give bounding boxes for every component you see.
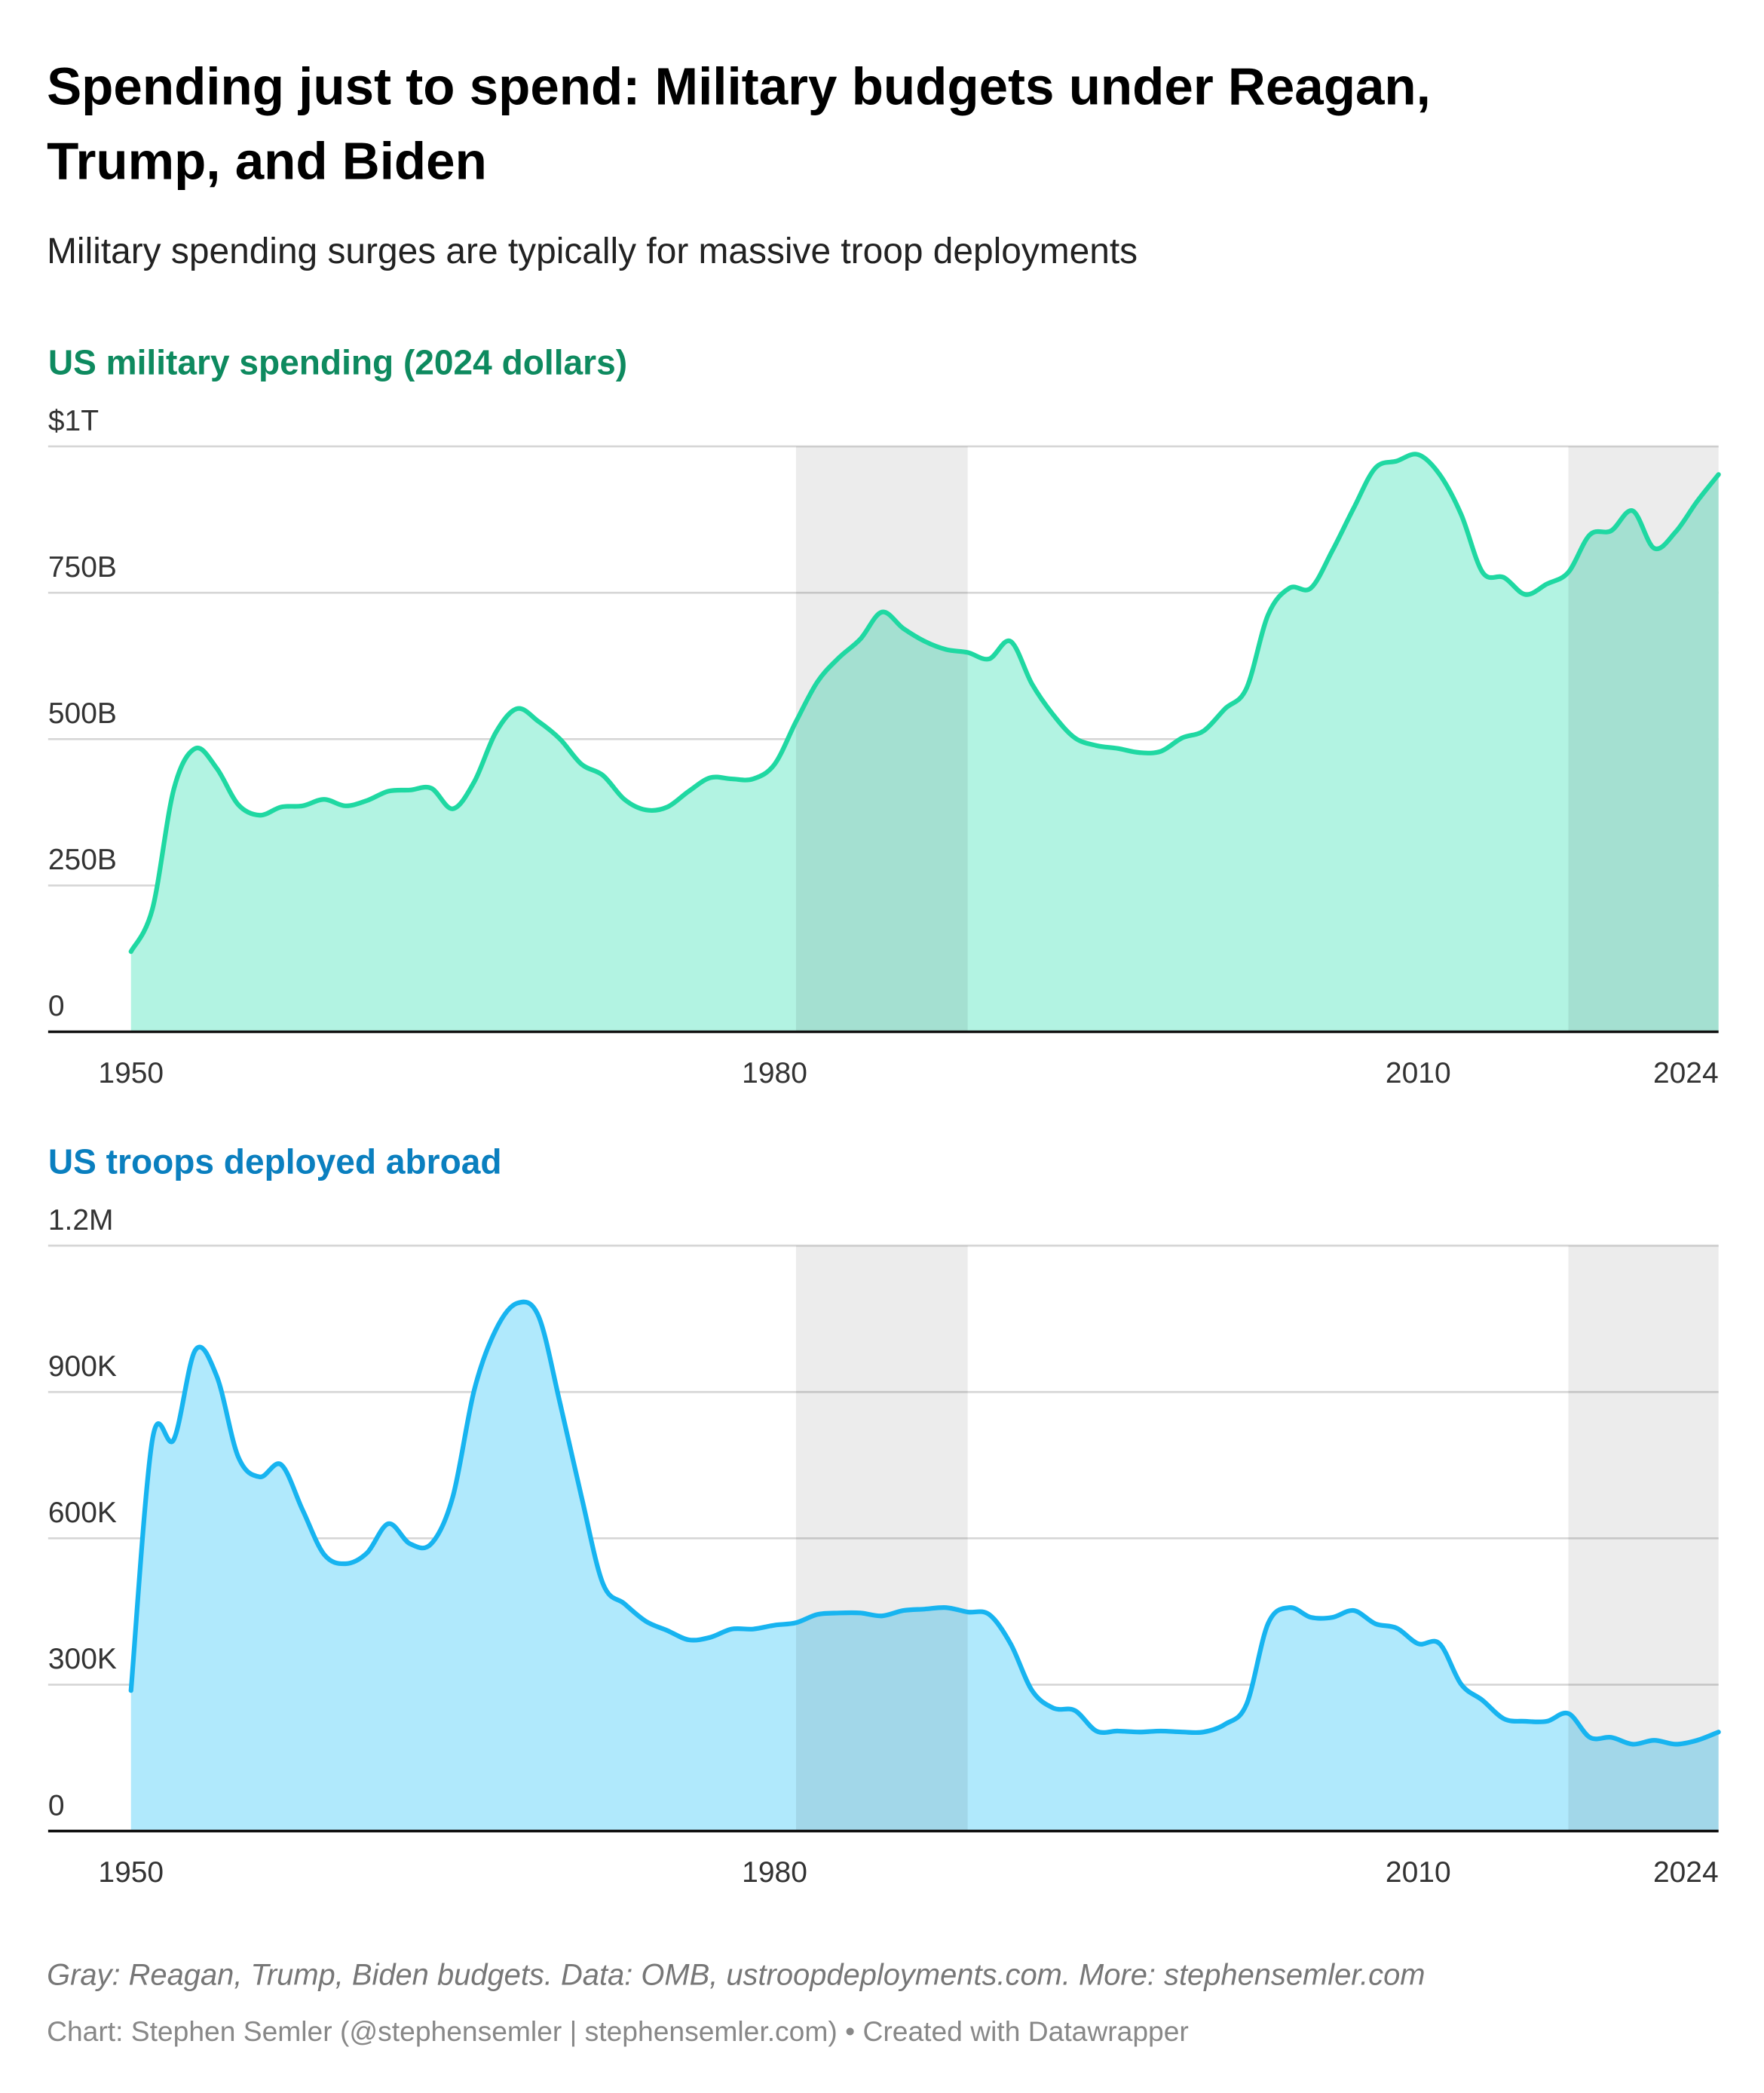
shaded-band bbox=[795, 1246, 968, 1831]
x-tick-label: 1950 bbox=[98, 1057, 164, 1089]
y-tick-label: 300K bbox=[48, 1643, 117, 1675]
subtitle: Military spending surges are typically f… bbox=[47, 231, 1138, 271]
y-tick-label: 750B bbox=[48, 551, 117, 584]
credit: Chart: Stephen Semler (@stephensemler | … bbox=[47, 2015, 1189, 2047]
area bbox=[130, 1301, 1719, 1831]
line bbox=[128, 452, 1721, 955]
x-tick-label: 1980 bbox=[742, 1856, 807, 1889]
chart-title: US military spending (2024 dollars) bbox=[48, 342, 627, 382]
x-tick-label: 2024 bbox=[1653, 1057, 1719, 1089]
y-tick-label: 900K bbox=[48, 1350, 117, 1383]
x-tick-label: 1980 bbox=[742, 1057, 807, 1089]
y-tick-label: 250B bbox=[48, 844, 117, 876]
y-tick-label: 500B bbox=[48, 697, 117, 730]
y-tick-label: 1.2M bbox=[48, 1204, 114, 1236]
x-tick-label: 1950 bbox=[98, 1856, 164, 1889]
y-tick-label: 600K bbox=[48, 1497, 117, 1529]
shaded-band bbox=[795, 446, 968, 1032]
shaded-band bbox=[1568, 446, 1719, 1032]
y-tick-label: 0 bbox=[48, 990, 65, 1022]
y-tick-label: 0 bbox=[48, 1789, 65, 1822]
title: Spending just to spend: Military budgets… bbox=[47, 57, 1431, 115]
x-tick-label: 2010 bbox=[1386, 1856, 1451, 1889]
chart-title: US troops deployed abroad bbox=[48, 1141, 502, 1181]
x-tick-label: 2010 bbox=[1386, 1057, 1451, 1089]
notes: Gray: Reagan, Trump, Biden budgets. Data… bbox=[47, 1958, 1425, 1991]
area bbox=[130, 454, 1719, 1032]
shaded-band bbox=[1568, 1246, 1719, 1831]
title: Trump, and Biden bbox=[47, 132, 487, 191]
y-tick-label: $1T bbox=[48, 405, 99, 437]
line bbox=[128, 1299, 1721, 1747]
x-tick-label: 2024 bbox=[1653, 1856, 1719, 1889]
